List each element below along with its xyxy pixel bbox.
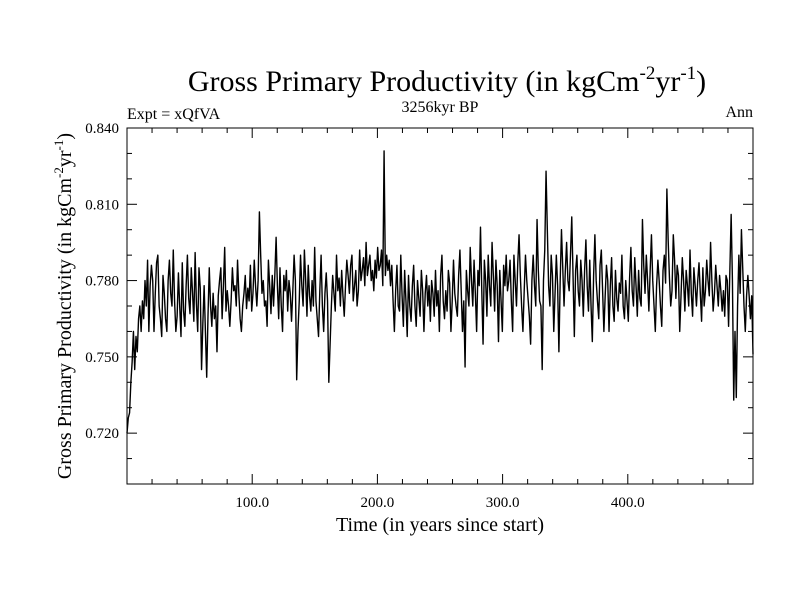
x-tick-label: 300.0 bbox=[486, 495, 520, 511]
y-tick-label: 0.780 bbox=[85, 274, 119, 290]
series-line-gpp bbox=[126, 150, 754, 434]
chart-title-sup-2: -1 bbox=[680, 63, 696, 84]
period-label: 3256kyr BP bbox=[402, 99, 479, 116]
chart-title-mid: yr bbox=[655, 65, 680, 98]
y-axis-label-sup-1: -2 bbox=[51, 167, 66, 178]
y-axis-label-end: ) bbox=[54, 133, 76, 140]
x-tick-label: 200.0 bbox=[361, 495, 395, 511]
experiment-label: Expt = xQfVA bbox=[127, 106, 221, 123]
y-axis-label-main: Gross Primary Productivity (in kgCm bbox=[54, 178, 76, 480]
y-axis-label-sup-2: -1 bbox=[51, 140, 66, 151]
y-axis-ticks: 0.720 0.750 0.780 0.810 0.840 bbox=[85, 121, 753, 485]
y-tick-label: 0.720 bbox=[85, 426, 119, 442]
y-axis-label-mid: yr bbox=[54, 150, 76, 167]
chart-title-main: Gross Primary Productivity (in kgCm bbox=[188, 65, 640, 98]
chart-title-end: ) bbox=[696, 65, 706, 98]
y-tick-label: 0.810 bbox=[85, 197, 119, 213]
x-tick-label: 100.0 bbox=[235, 495, 269, 511]
chart-title: Gross Primary Productivity (in kgCm-2yr-… bbox=[188, 63, 706, 98]
y-tick-label: 0.840 bbox=[85, 121, 119, 137]
x-axis-ticks: 100.0 200.0 300.0 400.0 bbox=[151, 128, 729, 511]
y-axis-label: Gross Primary Productivity (in kgCm-2yr-… bbox=[51, 133, 76, 479]
season-label: Ann bbox=[725, 104, 753, 121]
x-tick-label: 400.0 bbox=[611, 495, 645, 511]
x-axis-label: Time (in years since start) bbox=[336, 514, 544, 536]
chart-title-sup-1: -2 bbox=[640, 63, 656, 84]
y-tick-label: 0.750 bbox=[85, 350, 119, 366]
